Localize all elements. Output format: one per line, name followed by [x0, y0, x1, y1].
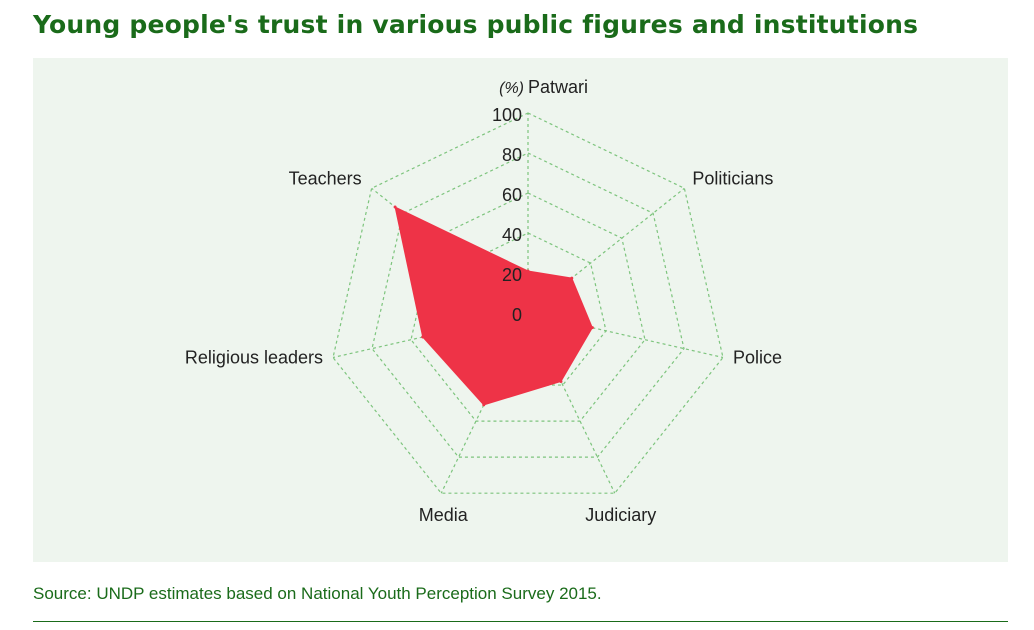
tick-label: 60 — [502, 185, 522, 205]
axis-label-police: Police — [733, 348, 782, 368]
tick-label: 20 — [502, 265, 522, 285]
axis-label-media: Media — [419, 505, 469, 525]
tick-label: 100 — [492, 105, 522, 125]
axis-label-religious-leaders: Religious leaders — [185, 348, 323, 368]
data-point-patwari — [526, 269, 530, 273]
axis-label-politicians: Politicians — [692, 168, 773, 188]
grid-ring — [332, 112, 724, 494]
data-point-judiciary — [559, 379, 563, 383]
chart-panel: 0 20 40 60 80 100 Patwari Politicians Police Judi… — [33, 58, 1008, 562]
axis-label-patwari: Patwari — [528, 77, 588, 97]
tick-label: 40 — [502, 225, 522, 245]
data-point-teachers — [393, 205, 397, 209]
data-point-religious-leaders — [421, 335, 425, 339]
source-label: Source: — [33, 584, 92, 603]
bottom-rule — [33, 621, 1008, 622]
tick-label: 0 — [512, 305, 522, 325]
tick-label: 80 — [502, 145, 522, 165]
axis-label-teachers: Teachers — [289, 168, 362, 188]
unit-label: (%) — [499, 80, 524, 97]
data-area — [394, 206, 593, 406]
source-text: UNDP estimates based on National Youth P… — [96, 584, 602, 603]
chart-title: Young people's trust in various public f… — [33, 10, 919, 39]
radar-chart: 0 20 40 60 80 100 Patwari Politicians Police Judi… — [185, 77, 782, 525]
source-note: Source: UNDP estimates based on National… — [33, 584, 602, 604]
data-point-police — [590, 326, 594, 330]
data-point-media — [482, 403, 486, 407]
data-point-politicians — [570, 276, 574, 280]
axis-label-judiciary: Judiciary — [585, 505, 656, 525]
